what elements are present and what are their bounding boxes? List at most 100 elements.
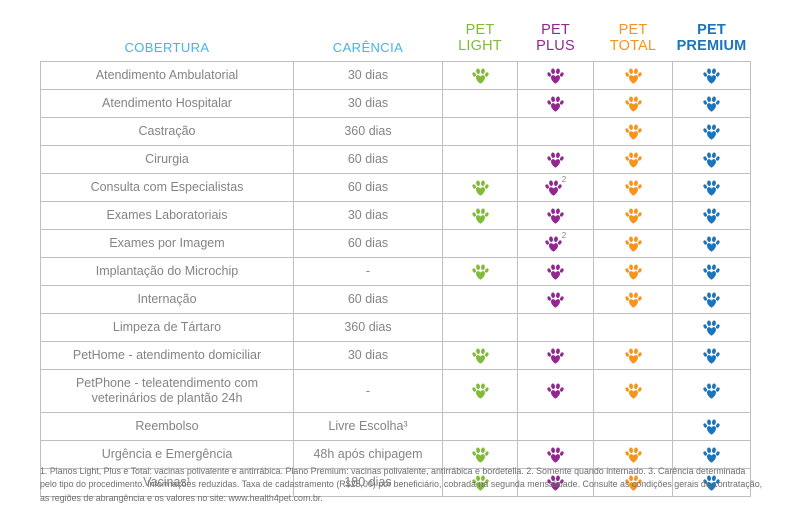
table-row: Reembolso Livre Escolha³ bbox=[40, 412, 751, 441]
coverage-cell: PetPhone - teleatendimento com veterinár… bbox=[40, 369, 294, 413]
carencia-label: CARÊNCIA bbox=[332, 40, 404, 55]
plan-cell-plus bbox=[517, 145, 594, 174]
coverage-cell: Exames Laboratoriais bbox=[40, 201, 294, 230]
paw-icon bbox=[471, 383, 489, 399]
plan-cell-total bbox=[593, 285, 673, 314]
paw-icon bbox=[703, 447, 720, 463]
plan-plus-line2: PLUS bbox=[536, 38, 575, 55]
carencia-cell: 30 dias bbox=[293, 89, 443, 118]
plan-cell-plus: 2 bbox=[517, 229, 594, 258]
plan-cell-premium bbox=[672, 369, 751, 413]
table-row: Vacinas¹ 180 dias bbox=[40, 468, 751, 497]
coverage-cell: Atendimento Ambulatorial bbox=[40, 61, 294, 90]
plan-cell-light bbox=[442, 61, 518, 90]
plan-cell-total bbox=[593, 173, 673, 202]
table-row: Exames Laboratoriais 30 dias bbox=[40, 201, 751, 230]
plan-cell-plus bbox=[517, 369, 594, 413]
coverage-cell: Implantação do Microchip bbox=[40, 257, 294, 286]
paw-icon bbox=[547, 292, 564, 308]
carencia-cell: 30 dias bbox=[293, 201, 443, 230]
plan-cell-premium bbox=[672, 257, 751, 286]
plan-cell-plus bbox=[517, 61, 594, 90]
paw-icon bbox=[624, 292, 642, 308]
plan-cell-light bbox=[442, 369, 518, 413]
paw-icon bbox=[703, 264, 720, 280]
header-row: COBERTURA CARÊNCIA PET LIGHT PET PLUS PE bbox=[40, 0, 751, 62]
comparison-table: COBERTURA CARÊNCIA PET LIGHT PET PLUS PE bbox=[40, 0, 751, 497]
plan-cell-plus bbox=[517, 440, 594, 469]
plan-cell-total bbox=[593, 440, 673, 469]
paw-icon bbox=[624, 447, 642, 463]
plan-cell-total bbox=[593, 412, 673, 441]
column-header-cobertura: COBERTURA bbox=[40, 0, 294, 62]
paw-icon bbox=[703, 419, 720, 435]
paw-icon bbox=[703, 475, 720, 491]
plan-cell-plus bbox=[517, 313, 594, 342]
plan-cell-plus: 2 bbox=[517, 173, 594, 202]
carencia-cell: 30 dias bbox=[293, 61, 443, 90]
paw-icon bbox=[471, 475, 489, 491]
paw-icon bbox=[545, 180, 562, 196]
carencia-cell: Livre Escolha³ bbox=[293, 412, 443, 441]
carencia-cell: 360 dias bbox=[293, 313, 443, 342]
table-row: Urgência e Emergência 48h após chipagem bbox=[40, 440, 751, 469]
paw-icon bbox=[471, 348, 489, 364]
carencia-cell: 60 dias bbox=[293, 173, 443, 202]
plan-cell-plus bbox=[517, 257, 594, 286]
plan-cell-light bbox=[442, 89, 518, 118]
paw-icon bbox=[545, 236, 562, 252]
plan-cell-premium bbox=[672, 145, 751, 174]
table-row: Atendimento Hospitalar 30 dias bbox=[40, 89, 751, 118]
table-row: PetPhone - teleatendimento com veterinár… bbox=[40, 369, 751, 413]
paw-icon bbox=[703, 96, 720, 112]
paw-icon bbox=[624, 96, 642, 112]
table-row: PetHome - atendimento domiciliar 30 dias bbox=[40, 341, 751, 370]
paw-icon bbox=[624, 383, 642, 399]
plan-cell-premium bbox=[672, 89, 751, 118]
paw-icon bbox=[547, 475, 564, 491]
coverage-cell: Internação bbox=[40, 285, 294, 314]
plan-cell-premium bbox=[672, 117, 751, 146]
coverage-cell: Exames por Imagem bbox=[40, 229, 294, 258]
plan-cell-premium bbox=[672, 201, 751, 230]
plan-cell-premium bbox=[672, 61, 751, 90]
paw-icon bbox=[624, 236, 642, 252]
plan-cell-plus bbox=[517, 201, 594, 230]
paw-icon bbox=[703, 68, 720, 84]
paw-icon bbox=[624, 348, 642, 364]
paw-icon bbox=[547, 208, 564, 224]
column-header-pet-total: PET TOTAL bbox=[593, 0, 673, 62]
plan-cell-total bbox=[593, 229, 673, 258]
plan-cell-plus bbox=[517, 285, 594, 314]
plan-cell-light bbox=[442, 468, 518, 497]
plan-cell-total bbox=[593, 61, 673, 90]
table-row: Castração 360 dias bbox=[40, 117, 751, 146]
plan-cell-total bbox=[593, 145, 673, 174]
plan-cell-plus bbox=[517, 468, 594, 497]
plan-cell-premium bbox=[672, 412, 751, 441]
paw-icon bbox=[624, 152, 642, 168]
plan-cell-light bbox=[442, 229, 518, 258]
plan-premium-line1: PET bbox=[697, 22, 726, 39]
plan-cell-total bbox=[593, 89, 673, 118]
coverage-cell: PetHome - atendimento domiciliar bbox=[40, 341, 294, 370]
table-row: Atendimento Ambulatorial 30 dias bbox=[40, 61, 751, 90]
paw-icon bbox=[547, 152, 564, 168]
plan-cell-light bbox=[442, 145, 518, 174]
plan-cell-light bbox=[442, 341, 518, 370]
plan-cell-plus bbox=[517, 89, 594, 118]
plan-cell-premium bbox=[672, 173, 751, 202]
plan-cell-plus bbox=[517, 341, 594, 370]
paw-icon bbox=[471, 180, 489, 196]
carencia-cell: 180 dias bbox=[293, 468, 443, 497]
paw-icon bbox=[624, 475, 642, 491]
paw-icon bbox=[703, 292, 720, 308]
paw-icon bbox=[547, 68, 564, 84]
coverage-cell: Vacinas¹ bbox=[40, 468, 294, 497]
paw-icon bbox=[547, 348, 564, 364]
plan-cell-plus bbox=[517, 117, 594, 146]
column-header-pet-plus: PET PLUS bbox=[517, 0, 594, 62]
column-header-pet-premium: PET PREMIUM bbox=[672, 0, 751, 62]
paw-icon bbox=[624, 124, 642, 140]
paw-icon bbox=[471, 208, 489, 224]
